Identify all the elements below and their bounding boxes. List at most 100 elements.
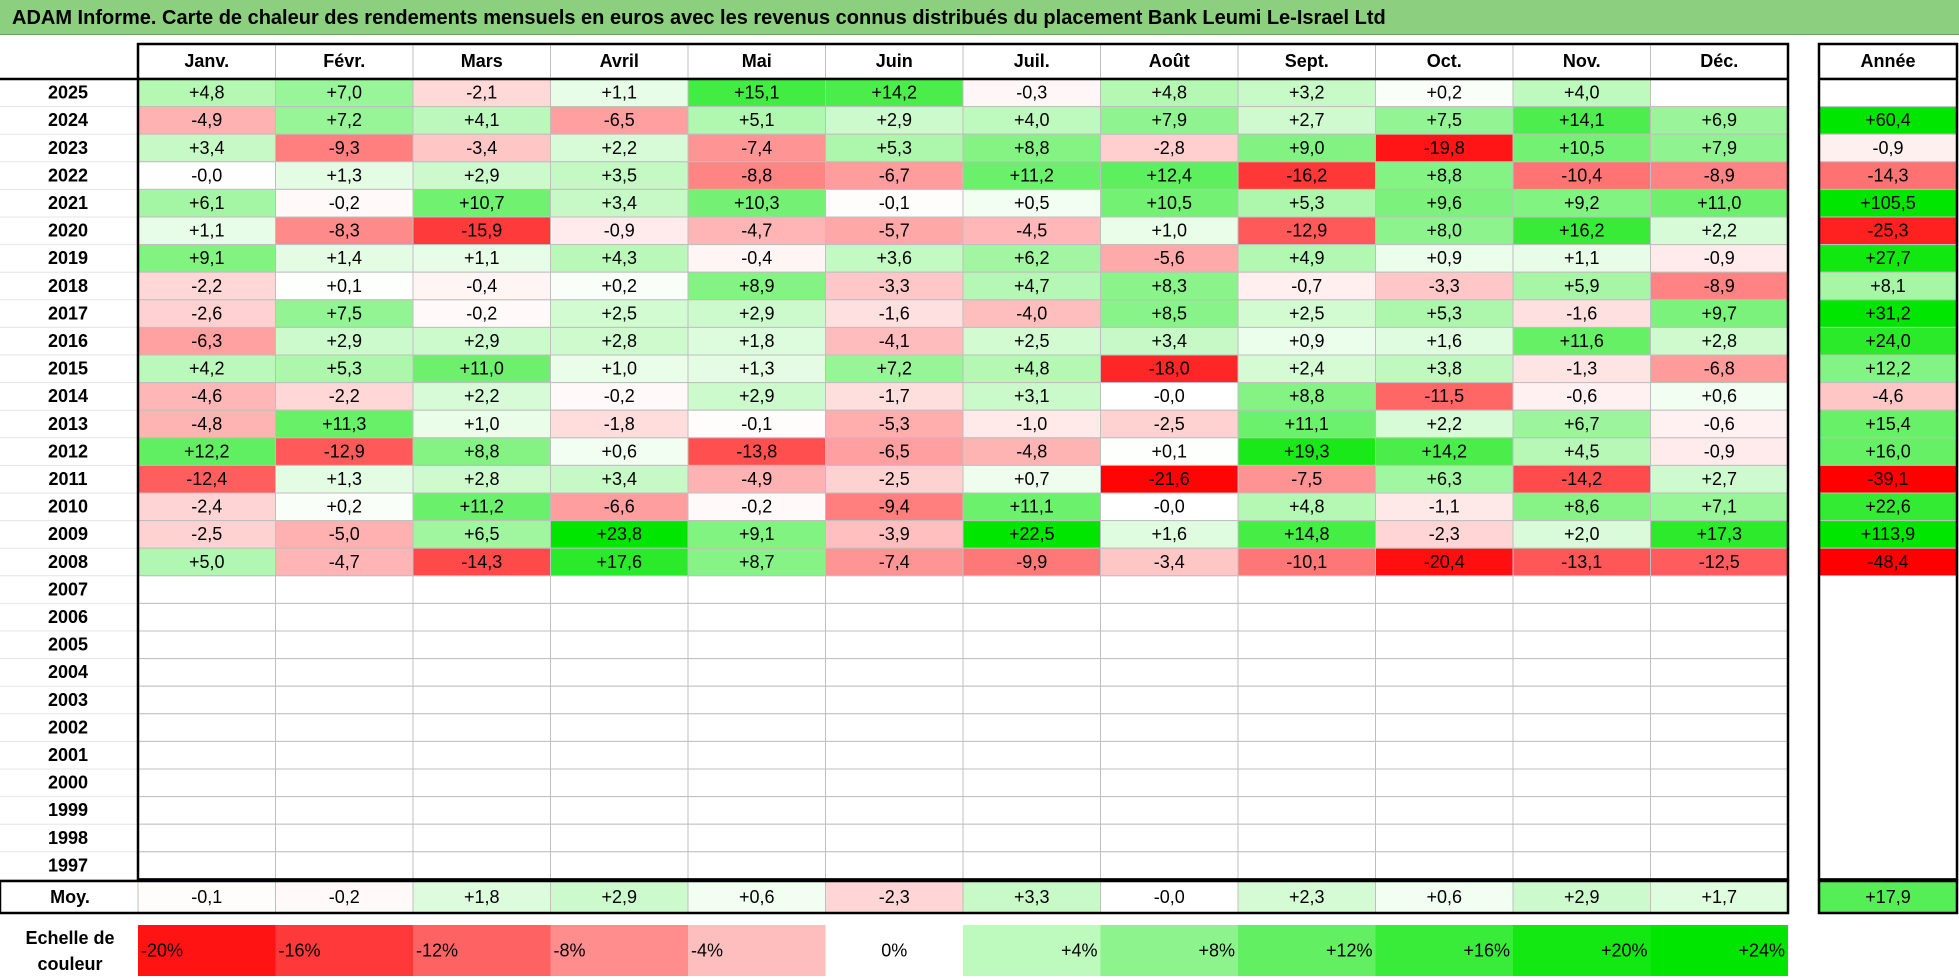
heatmap-cell: [275, 188, 414, 218]
heatmap-cell: [550, 299, 689, 328]
cell-value-label: +2,9: [326, 331, 362, 351]
heatmap-cell: [550, 602, 689, 632]
heatmap-cell: [687, 161, 826, 190]
cell-value-label: +4,8: [189, 83, 225, 103]
scale-label: -12%: [416, 940, 458, 960]
heatmap-cell: [137, 796, 276, 825]
heatmap-cell: [962, 354, 1101, 384]
average-value-label: +1,8: [464, 887, 500, 907]
heatmap-cell: [825, 823, 964, 853]
cell-value-label: -4,9: [741, 469, 772, 489]
cell-value-label: -8,9: [1704, 165, 1735, 185]
cell-value-label: +15,1: [734, 83, 780, 103]
average-value-label: +2,3: [1289, 887, 1325, 907]
heatmap-cell: [1100, 796, 1239, 825]
cell-value-label: +12,2: [184, 441, 230, 461]
heatmap-cell: [1375, 326, 1514, 356]
heatmap-cell: [1237, 740, 1376, 770]
year-total-value-label: +16,0: [1865, 441, 1911, 461]
heatmap-cell: [275, 216, 414, 246]
scale-label: +8%: [1198, 940, 1235, 960]
cell-value-label: -8,3: [329, 221, 360, 241]
cell-value-label: +11,1: [1010, 497, 1054, 517]
year-label: 2012: [48, 441, 88, 461]
heatmap-cell: [137, 768, 276, 798]
year-label: 2023: [48, 138, 88, 158]
heatmap-cell: [1650, 713, 1789, 742]
heatmap-cell: [412, 740, 551, 770]
heatmap-cell: [1512, 658, 1651, 687]
average-cell: [412, 880, 551, 914]
heatmap-cell: [1375, 382, 1514, 411]
cell-value-label: -0,9: [604, 221, 635, 241]
heatmap-cell: [550, 740, 689, 770]
cell-value-label: -14,3: [461, 552, 502, 572]
cell-value-label: -3,4: [1154, 552, 1185, 572]
heatmap-cell: [1237, 106, 1376, 135]
heatmap-cell: [1237, 658, 1376, 687]
heatmap-cell: [687, 575, 826, 604]
heatmap-cell: [687, 658, 826, 687]
cell-value-label: +11,2: [1010, 165, 1054, 185]
heatmap-cell: [962, 520, 1101, 549]
scale-label: +16%: [1463, 940, 1510, 960]
heatmap-cell: [1375, 823, 1514, 853]
heatmap-cell: [550, 796, 689, 825]
cell-value-label: -12,4: [186, 469, 227, 489]
year-label: 2008: [48, 552, 88, 572]
cell-value-label: +8,8: [1014, 138, 1050, 158]
heatmap-cell: [275, 133, 414, 163]
cell-value-label: +0,1: [1151, 441, 1187, 461]
heatmap-cell: [1100, 768, 1239, 798]
heatmap-cell: [275, 658, 414, 687]
heatmap-cell: [1512, 244, 1651, 273]
heatmap-cell: [550, 382, 689, 411]
year-total-cell: [1819, 575, 1957, 604]
cell-value-label: -4,8: [1016, 441, 1047, 461]
heatmap-cell: [825, 575, 964, 604]
cell-value-label: +11,2: [460, 497, 504, 517]
cell-value-label: +19,3: [1284, 441, 1330, 461]
cell-value-label: +2,0: [1564, 524, 1600, 544]
scale-swatch: [1100, 925, 1238, 976]
heatmap-cell: [412, 823, 551, 853]
cell-value-label: +8,8: [1289, 386, 1325, 406]
heatmap-cell: [275, 851, 414, 880]
heatmap-cell: [1237, 851, 1376, 880]
cell-value-label: -6,7: [879, 165, 910, 185]
year-label: 2006: [48, 607, 88, 627]
cell-value-label: -9,9: [1016, 552, 1047, 572]
year-label: 2024: [48, 110, 88, 130]
heatmap-cell: [962, 796, 1101, 825]
heatmap-cell: [1100, 188, 1239, 218]
cell-value-label: +3,5: [601, 165, 637, 185]
cell-value-label: +17,3: [1696, 524, 1742, 544]
heatmap-cell: [1100, 520, 1239, 549]
cell-value-label: -5,0: [329, 524, 360, 544]
month-header: Janv.: [184, 51, 229, 71]
cell-value-label: -4,1: [879, 331, 910, 351]
heatmap-cell: [962, 547, 1101, 577]
cell-value-label: -0,0: [1154, 497, 1185, 517]
average-value-label: -0,1: [191, 887, 222, 907]
month-header: Déc.: [1700, 51, 1738, 71]
heatmap-cell: [1100, 161, 1239, 190]
heatmap-cell: [825, 382, 964, 411]
cell-value-label: +0,6: [1701, 386, 1737, 406]
cell-value-label: -6,6: [604, 497, 635, 517]
heatmap-cell: [1100, 492, 1239, 522]
cell-value-label: +5,3: [326, 359, 362, 379]
heatmap-cell: [962, 133, 1101, 163]
cell-value-label: -0,1: [879, 193, 910, 213]
year-total-value-label: +105,5: [1860, 193, 1916, 213]
heatmap-cell: [1375, 299, 1514, 328]
cell-value-label: +9,7: [1701, 303, 1737, 323]
cell-value-label: +14,2: [871, 83, 917, 103]
heatmap-cell: [1237, 630, 1376, 660]
heatmap-cell: [137, 133, 276, 163]
heatmap-cell: [825, 299, 964, 328]
scale-label: +12%: [1326, 940, 1373, 960]
heatmap-cell: [1650, 133, 1789, 163]
year-total-cell: [1818, 520, 1958, 549]
heatmap-cell: [275, 630, 414, 660]
